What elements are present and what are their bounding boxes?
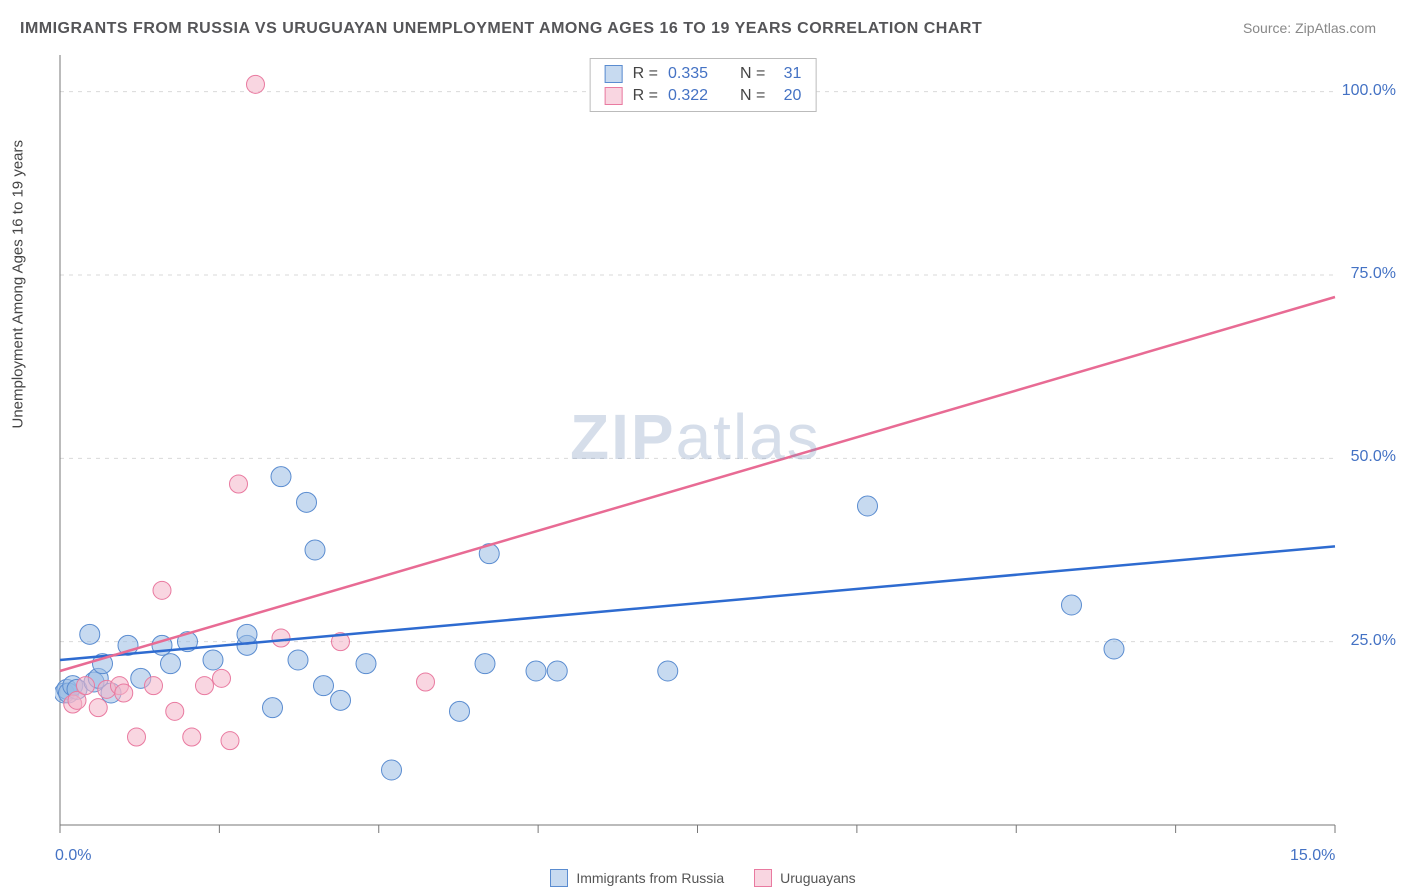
series-legend-item: Immigrants from Russia bbox=[550, 869, 724, 887]
y-axis-label: Unemployment Among Ages 16 to 19 years bbox=[10, 140, 27, 429]
r-value: 0.335 bbox=[668, 65, 708, 83]
n-label: N = bbox=[740, 65, 765, 83]
y-tick-label: 25.0% bbox=[1351, 632, 1396, 650]
y-tick-label: 50.0% bbox=[1351, 448, 1396, 466]
correlation-legend: R = 0.335 N = 31 R = 0.322 N = 20 bbox=[590, 58, 817, 112]
x-tick-label: 15.0% bbox=[1290, 847, 1335, 865]
correlation-legend-row: R = 0.335 N = 31 bbox=[605, 63, 802, 85]
legend-swatch bbox=[550, 869, 568, 887]
n-value: 31 bbox=[775, 65, 801, 83]
r-label: R = bbox=[633, 65, 658, 83]
watermark-zip: ZIP bbox=[570, 401, 676, 473]
series-legend-item: Uruguayans bbox=[754, 869, 856, 887]
r-value: 0.322 bbox=[668, 87, 708, 105]
series-legend: Immigrants from Russia Uruguayans bbox=[0, 869, 1406, 887]
watermark: ZIPatlas bbox=[570, 400, 821, 474]
legend-swatch bbox=[605, 65, 623, 83]
n-value: 20 bbox=[775, 87, 801, 105]
legend-swatch bbox=[605, 87, 623, 105]
x-tick-label: 0.0% bbox=[55, 847, 91, 865]
correlation-legend-row: R = 0.322 N = 20 bbox=[605, 85, 802, 107]
r-label: R = bbox=[633, 87, 658, 105]
source-attribution: Source: ZipAtlas.com bbox=[1243, 20, 1376, 36]
y-tick-label: 75.0% bbox=[1351, 265, 1396, 283]
series-legend-label: Uruguayans bbox=[780, 870, 856, 886]
y-tick-label: 100.0% bbox=[1342, 82, 1396, 100]
n-label: N = bbox=[740, 87, 765, 105]
watermark-atlas: atlas bbox=[676, 401, 821, 473]
series-legend-label: Immigrants from Russia bbox=[576, 870, 724, 886]
legend-swatch bbox=[754, 869, 772, 887]
chart-title: IMMIGRANTS FROM RUSSIA VS URUGUAYAN UNEM… bbox=[20, 20, 982, 38]
